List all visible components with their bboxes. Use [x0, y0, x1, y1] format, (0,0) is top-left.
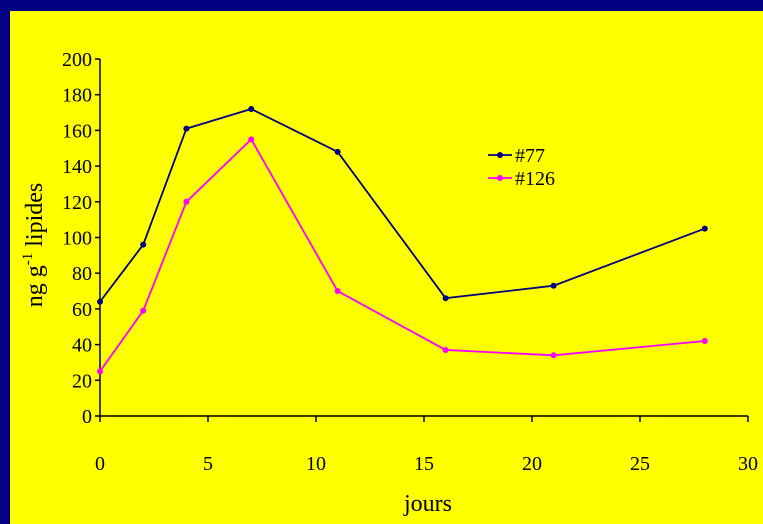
data-point	[701, 338, 708, 345]
y-tick-label: 0	[82, 406, 92, 428]
y-tick-label: 20	[72, 370, 92, 392]
series-line	[99, 137, 705, 372]
legend: #77#126	[488, 145, 555, 190]
y-tick-label: 100	[62, 228, 92, 250]
data-point	[442, 295, 449, 302]
y-tick-label: 180	[62, 85, 92, 107]
x-axis: 0 5 10 15 20 25 30	[95, 415, 758, 475]
y-axis-label-main: ng g	[22, 265, 48, 307]
data-point	[550, 352, 557, 359]
y-tick-label: 40	[72, 335, 92, 357]
y-tick-label: 120	[62, 192, 92, 214]
series-line	[99, 108, 706, 303]
y-axis-label: ng g-1 lipides	[20, 183, 48, 308]
data-point	[183, 125, 190, 132]
data-point	[442, 346, 449, 353]
legend-swatch-marker	[497, 175, 503, 181]
y-axis: 0 20 40 60 80 100 120 140 160 180 200	[62, 49, 101, 428]
data-point	[97, 368, 103, 375]
chart-panel	[10, 11, 763, 524]
data-point	[97, 298, 103, 305]
data-point	[334, 288, 341, 295]
y-axis-label-superscript: -1	[20, 253, 36, 266]
series-1	[97, 136, 708, 375]
y-tick-label: 160	[62, 120, 92, 142]
series-layer	[97, 105, 708, 375]
x-tick-label: 25	[630, 453, 650, 475]
y-tick-label: 200	[62, 49, 92, 71]
x-tick-label: 20	[522, 453, 542, 475]
y-tick-label: 60	[72, 299, 92, 321]
data-point	[248, 105, 255, 112]
legend-item: #77	[488, 145, 545, 167]
data-point	[550, 282, 557, 289]
x-tick-label: 5	[203, 453, 213, 475]
x-tick-label: 0	[95, 453, 105, 475]
data-point	[248, 136, 255, 143]
series-0	[97, 105, 708, 305]
x-tick-label: 30	[738, 453, 758, 475]
y-axis-label-suffix: lipides	[22, 183, 48, 253]
legend-label: #77	[515, 145, 545, 167]
data-point	[183, 198, 190, 205]
y-tick-label: 140	[62, 156, 92, 178]
legend-label: #126	[515, 168, 555, 190]
data-point	[140, 307, 147, 314]
x-tick-label: 15	[414, 453, 434, 475]
x-tick-label: 10	[306, 453, 326, 475]
data-point	[334, 148, 341, 155]
y-tick-label: 80	[72, 263, 92, 285]
legend-swatch-marker	[497, 152, 503, 158]
data-point	[140, 241, 147, 248]
data-point	[701, 225, 708, 232]
x-axis-label: jours	[403, 491, 452, 517]
legend-item: #126	[488, 168, 555, 190]
